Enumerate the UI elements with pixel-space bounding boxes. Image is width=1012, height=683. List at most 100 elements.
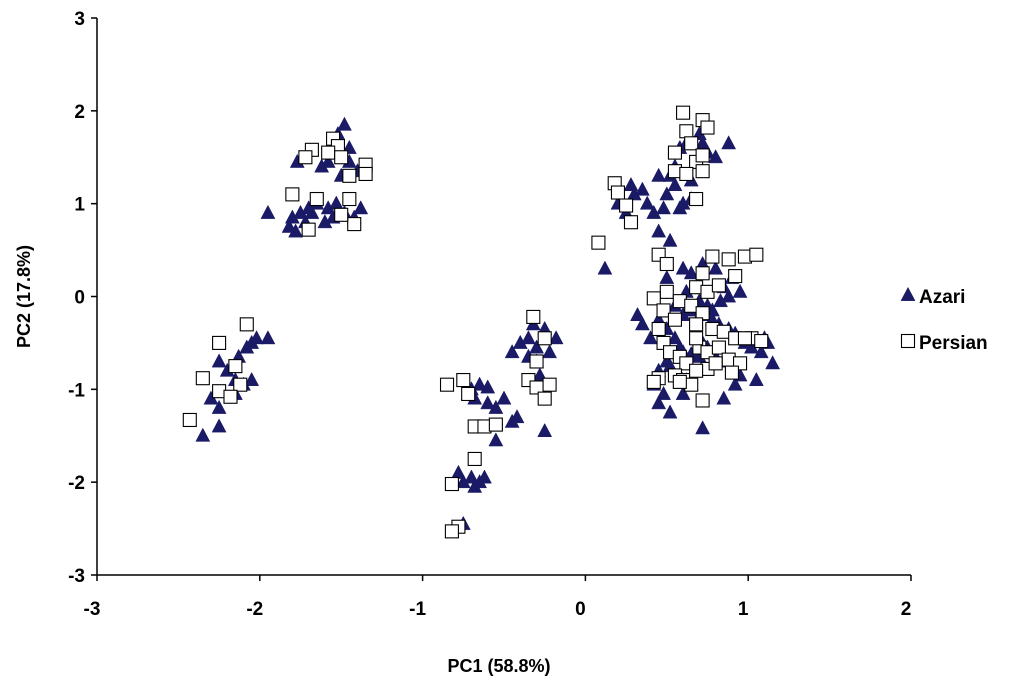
azari-point [753, 344, 769, 359]
persian-point [542, 377, 557, 392]
persian-point [656, 303, 671, 318]
persian-point [467, 451, 482, 467]
azari-point [662, 232, 678, 247]
persian-point [659, 284, 674, 299]
persian-point [239, 317, 254, 332]
persian-point [212, 335, 227, 350]
azari-point [249, 330, 264, 345]
persian-point [708, 356, 723, 371]
azari-point [651, 223, 667, 238]
legend-label: Azari [919, 287, 965, 308]
legend-square-icon [900, 333, 916, 349]
azari-point [643, 330, 658, 345]
legend-triangle-icon [900, 286, 916, 301]
azari-point [597, 260, 613, 275]
azari-point [748, 371, 764, 386]
azari-point [721, 288, 737, 303]
persian-point [667, 145, 682, 160]
azari-point [521, 330, 536, 345]
persian-point [679, 166, 694, 182]
azari-point [548, 330, 564, 345]
azari-point [667, 177, 683, 192]
y-tick-label: 1 [74, 195, 85, 216]
azari-point [304, 204, 320, 219]
x-tick-label: -2 [246, 599, 263, 620]
azari-point [683, 265, 699, 280]
persian-point [689, 191, 704, 207]
azari-point [477, 469, 492, 484]
azari-point [504, 344, 520, 359]
x-axis-title: PC1 (58.8%) [447, 656, 550, 676]
azari-point [634, 181, 650, 196]
persian-point [728, 269, 743, 284]
azari-point [659, 186, 675, 201]
persian-point [610, 185, 626, 200]
azari-point [293, 204, 308, 219]
azari-point [630, 306, 645, 321]
azari-point [623, 177, 639, 192]
persian-point [689, 363, 704, 378]
persian-point [623, 215, 639, 230]
persian-point [695, 266, 710, 281]
persian-point [488, 417, 503, 432]
azari-point [211, 399, 227, 414]
y-tick-label: -3 [68, 566, 85, 587]
persian-point [695, 393, 710, 408]
azari-point [667, 330, 683, 345]
persian-point [347, 217, 362, 232]
azari-point [639, 195, 655, 210]
persian-point [711, 278, 726, 293]
persian-point [439, 377, 455, 392]
persian-point [537, 331, 552, 346]
persian-point [537, 391, 552, 406]
azari-point [695, 420, 711, 435]
azari-point [721, 135, 737, 150]
azari-point [651, 395, 667, 410]
persian-point [651, 321, 666, 337]
persian-point [529, 354, 544, 369]
persian-point [749, 247, 764, 262]
persian-point [591, 235, 606, 250]
persian-point [334, 207, 349, 222]
persian-point [334, 150, 349, 165]
azari-point [239, 339, 255, 354]
persian-point [695, 164, 710, 179]
persian-point [659, 256, 674, 272]
persian-point [456, 372, 471, 388]
azari-point [244, 371, 260, 386]
azari-point [314, 158, 330, 173]
azari-point [353, 200, 369, 215]
persian-point [689, 317, 704, 332]
persian-point [444, 476, 459, 492]
azari-point [542, 344, 557, 359]
azari-point [288, 223, 304, 238]
azari-point [659, 269, 675, 284]
azari-point [675, 385, 691, 400]
legend-item-azari: Azari [900, 286, 965, 308]
persian-point [646, 291, 661, 306]
azari-point [662, 404, 678, 419]
x-tick-label: 0 [575, 599, 586, 620]
y-tick-label: 0 [74, 288, 85, 309]
y-tick-label: 3 [74, 9, 85, 30]
persian-point [195, 371, 210, 386]
persian-point [342, 168, 357, 183]
persian-point [223, 389, 238, 404]
azari-point [672, 200, 688, 215]
data-points [182, 105, 781, 539]
tick-labels: -3 -2 -1 0 1 2 -3 -2 -1 0 1 2 3 [68, 9, 911, 620]
azari-point [480, 379, 496, 394]
y-tick-label: -1 [68, 380, 85, 401]
persian-point [298, 150, 313, 165]
persian-point [700, 120, 715, 135]
x-tick-label: -1 [409, 599, 426, 620]
persian-point [301, 222, 316, 237]
azari-point [488, 432, 504, 447]
azari-point [480, 395, 496, 410]
axes [91, 17, 912, 581]
x-tick-label: -3 [84, 599, 101, 620]
persian-point [646, 374, 661, 389]
legend-label: Persian [919, 333, 988, 354]
azari-point [260, 204, 276, 219]
